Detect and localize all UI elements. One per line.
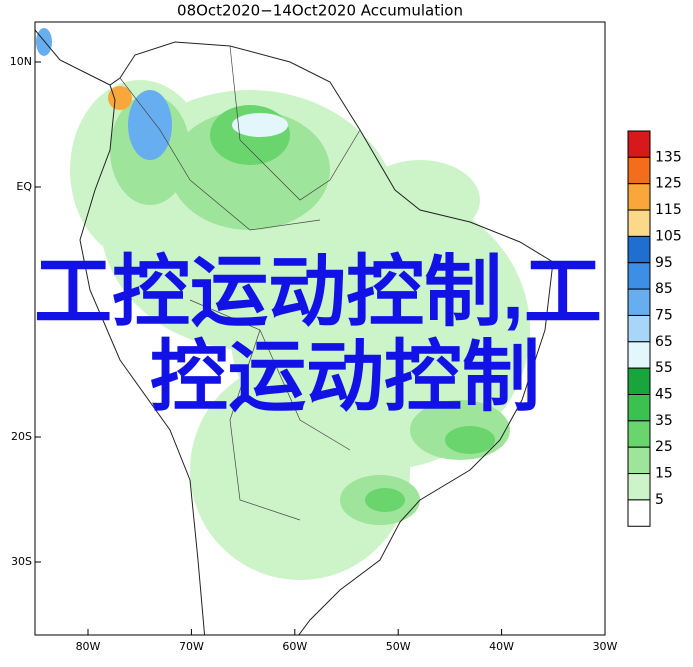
rain-peak [36, 28, 288, 160]
colorbar-box [627, 130, 651, 158]
lon-label: 30W [593, 640, 618, 653]
colorbar-box [627, 314, 651, 343]
colorbar-box [627, 235, 651, 264]
colorbar-label: 75 [655, 307, 673, 323]
colorbar-box [627, 420, 651, 448]
lon-label: 70W [179, 640, 204, 653]
colorbar-box [627, 473, 651, 501]
colorbar-label: 5 [655, 492, 664, 508]
colorbar-label: 85 [655, 281, 673, 297]
lat-label: EQ [16, 180, 32, 193]
colorbar-label: 45 [655, 387, 673, 403]
colorbar-box [627, 446, 651, 475]
colorbar-box [627, 156, 651, 185]
coastline [35, 29, 554, 635]
lat-label: 30S [11, 555, 32, 568]
colorbar-label: 15 [655, 466, 673, 482]
map-title: 08Oct2020−14Oct2020 Accumulation [177, 2, 463, 20]
lon-label: 60W [282, 640, 307, 653]
overlay-text: 控运动控制 [150, 333, 540, 421]
colorbar-label: 55 [655, 360, 673, 376]
borders [119, 45, 361, 521]
colorbar-box [627, 262, 651, 290]
colorbar-label: 125 [655, 176, 682, 192]
map-frame [34, 21, 606, 636]
colorbar-box [627, 341, 651, 369]
colorbar-label: 115 [655, 202, 682, 218]
lon-label: 40W [489, 640, 514, 653]
colorbar-box [627, 499, 651, 527]
lat-label: 20S [11, 430, 32, 443]
colorbar-label: 95 [655, 255, 673, 271]
colorbar-box [627, 394, 651, 422]
colorbar-box [627, 288, 651, 316]
colorbar: 135 125 115 105 95 85 75 65 55 45 35 25 15 5 [627, 130, 682, 527]
colorbar-box [627, 183, 651, 211]
colorbar-label: 135 [655, 149, 682, 165]
lon-label: 50W [386, 640, 411, 653]
lon-label: 80W [76, 640, 101, 653]
lat-label: 10N [10, 55, 32, 68]
colorbar-box [627, 209, 651, 237]
overlay-text: 工控运动控制,工 [34, 248, 602, 336]
map-content [35, 28, 554, 635]
colorbar-label: 25 [655, 439, 673, 455]
colorbar-label: 35 [655, 413, 673, 429]
colorbar-box [627, 367, 651, 395]
colorbar-label: 105 [655, 228, 682, 244]
colorbar-label: 65 [655, 334, 673, 350]
